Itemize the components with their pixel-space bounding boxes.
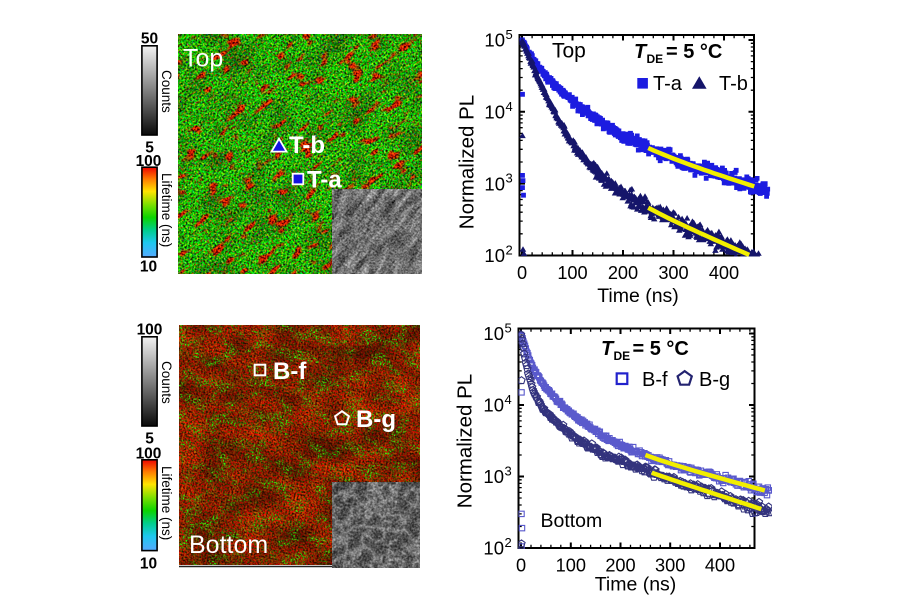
svg-text:T: T: [634, 41, 648, 63]
svg-text:0: 0: [517, 263, 527, 283]
svg-text:Counts: Counts: [159, 70, 174, 113]
svg-text:Top: Top: [552, 40, 586, 63]
svg-text:Top: Top: [183, 45, 223, 73]
svg-text:DE: DE: [614, 349, 631, 363]
svg-text:Time (ns): Time (ns): [597, 285, 679, 307]
svg-text:100: 100: [557, 263, 587, 283]
svg-text:Lifetime (ns): Lifetime (ns): [159, 466, 174, 540]
svg-text:100: 100: [136, 153, 162, 170]
svg-text:10: 10: [483, 466, 504, 487]
svg-text:Lifetime (ns): Lifetime (ns): [159, 173, 174, 247]
svg-text:T-a: T-a: [653, 73, 683, 95]
svg-text:100: 100: [137, 322, 163, 339]
svg-text:0: 0: [516, 555, 526, 575]
svg-text:2: 2: [505, 535, 512, 550]
svg-text:10: 10: [483, 323, 504, 344]
svg-text:200: 200: [605, 555, 635, 575]
svg-text:5: 5: [145, 431, 154, 448]
svg-text:10: 10: [140, 556, 157, 573]
svg-text:B-g: B-g: [699, 369, 730, 391]
svg-text:Normalized PL: Normalized PL: [454, 374, 477, 508]
svg-text:5: 5: [505, 321, 512, 336]
svg-text:Normalized PL: Normalized PL: [456, 95, 479, 229]
svg-text:Time (ns): Time (ns): [595, 574, 677, 596]
svg-text:T-b: T-b: [719, 73, 748, 95]
svg-text:100: 100: [556, 555, 586, 575]
svg-text:DE: DE: [647, 52, 664, 66]
svg-text:4: 4: [506, 99, 513, 114]
svg-text:5: 5: [506, 27, 513, 42]
svg-text:10: 10: [484, 30, 505, 51]
svg-text:300: 300: [658, 263, 688, 283]
svg-text:B-f: B-f: [273, 358, 307, 385]
svg-text:2: 2: [506, 242, 513, 257]
svg-text:300: 300: [655, 555, 685, 575]
svg-text:T-b: T-b: [289, 132, 325, 159]
svg-text:3: 3: [505, 464, 512, 479]
svg-text:T-a: T-a: [307, 167, 342, 194]
svg-text:50: 50: [141, 31, 158, 48]
svg-text:T: T: [601, 338, 615, 360]
svg-text:10: 10: [484, 173, 505, 194]
svg-text:400: 400: [709, 263, 739, 283]
svg-text:10: 10: [483, 538, 504, 559]
svg-text:B-g: B-g: [356, 406, 396, 433]
svg-text:100: 100: [136, 445, 162, 462]
svg-text:B-f: B-f: [642, 369, 668, 391]
svg-text:10: 10: [483, 395, 504, 416]
svg-text:= 5 °C: = 5 °C: [633, 338, 689, 360]
svg-text:= 5 °C: = 5 °C: [666, 41, 722, 63]
svg-text:Bottom: Bottom: [189, 531, 268, 559]
svg-text:3: 3: [506, 171, 513, 186]
svg-text:10: 10: [484, 102, 505, 123]
svg-text:200: 200: [608, 263, 638, 283]
svg-text:4: 4: [505, 392, 512, 407]
svg-text:400: 400: [705, 555, 735, 575]
svg-text:Bottom: Bottom: [541, 510, 603, 532]
svg-text:10: 10: [484, 245, 505, 266]
svg-text:5: 5: [145, 140, 154, 157]
svg-text:10: 10: [140, 259, 157, 276]
svg-text:Counts: Counts: [159, 361, 174, 404]
